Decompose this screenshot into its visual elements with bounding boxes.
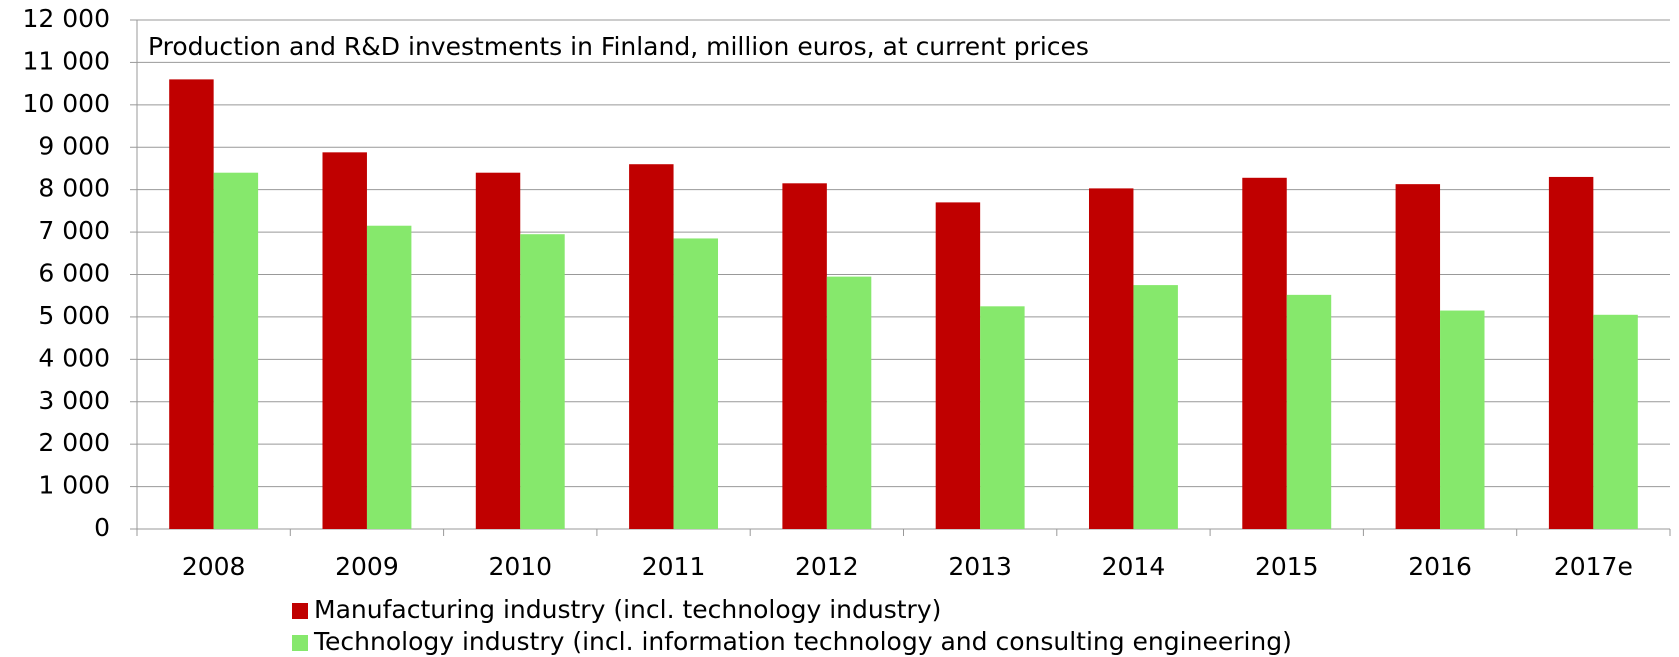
chart-title: Production and R&D investments in Finlan… — [148, 32, 1089, 61]
bar — [1242, 177, 1287, 530]
bar — [1548, 176, 1594, 530]
bar — [213, 172, 259, 529]
x-tick-label: 2014 — [1102, 552, 1166, 581]
bar — [322, 152, 367, 529]
x-tick-label: 2015 — [1255, 552, 1319, 581]
x-tick-label: 2008 — [182, 552, 246, 581]
legend-swatch — [292, 603, 308, 619]
y-tick-label: 7 000 — [38, 216, 110, 245]
y-tick-label: 6 000 — [38, 259, 110, 288]
y-tick-label: 3 000 — [38, 386, 110, 415]
y-tick-label: 8 000 — [38, 174, 110, 203]
y-tick-label: 9 000 — [38, 131, 110, 160]
legend-swatch — [292, 635, 308, 651]
bar — [1440, 310, 1485, 529]
x-tick-label: 2017e — [1554, 552, 1633, 581]
bar — [629, 164, 674, 529]
bar — [782, 183, 827, 529]
bar — [935, 202, 981, 529]
bar — [980, 306, 1025, 529]
bar — [169, 79, 214, 529]
bar — [1395, 184, 1441, 529]
bar — [826, 276, 872, 529]
y-tick-label: 4 000 — [38, 343, 110, 372]
y-tick-label: 12 000 — [23, 4, 110, 33]
y-tick-label: 11 000 — [23, 46, 110, 75]
bar — [673, 238, 719, 529]
x-tick-label: 2010 — [488, 552, 552, 581]
bar — [1593, 314, 1638, 529]
legend-label: Technology industry (incl. information t… — [313, 627, 1292, 656]
y-tick-label: 10 000 — [23, 89, 110, 118]
x-tick-label: 2016 — [1408, 552, 1472, 581]
legend-label: Manufacturing industry (incl. technology… — [314, 595, 941, 624]
bar — [1286, 294, 1332, 529]
bar — [520, 234, 565, 529]
bar — [475, 172, 521, 529]
x-tick-label: 2012 — [795, 552, 859, 581]
bar — [1088, 188, 1134, 529]
y-tick-label: 1 000 — [38, 471, 110, 500]
bar — [1133, 285, 1178, 529]
x-tick-label: 2009 — [335, 552, 399, 581]
x-tick-label: 2011 — [642, 552, 706, 581]
bar — [366, 225, 412, 530]
x-tick-label: 2013 — [948, 552, 1012, 581]
y-tick-label: 2 000 — [38, 428, 110, 457]
y-tick-label: 0 — [94, 513, 110, 542]
y-tick-label: 5 000 — [38, 301, 110, 330]
